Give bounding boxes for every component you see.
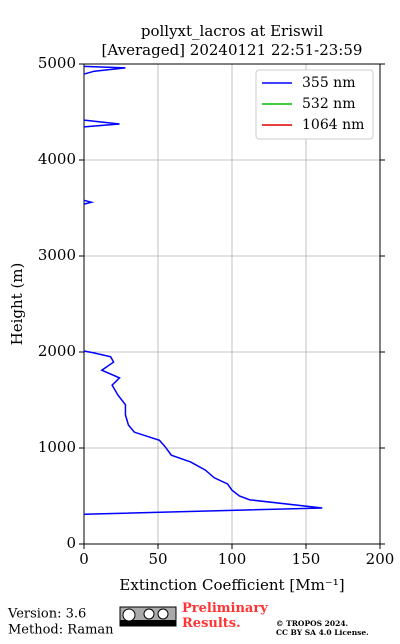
y-tick-label: 3000	[38, 246, 76, 264]
notice: Preliminary Results.	[182, 601, 268, 631]
y-axis-label: Height (m)	[8, 263, 26, 346]
legend-label: 532 nm	[302, 96, 355, 112]
legend-label: 355 nm	[302, 75, 355, 91]
legend-box	[255, 69, 374, 140]
y-tick-label: 1000	[38, 438, 76, 456]
chart-title: pollyxt_lacros at Eriswil	[141, 22, 323, 40]
x-tick-label: 0	[79, 550, 89, 568]
copyright: © TROPOS 2024.	[276, 619, 348, 628]
plot-frame	[83, 63, 381, 545]
profile-line	[83, 65, 323, 515]
license: CC BY SA 4.0 License.	[276, 628, 369, 637]
x-tick-label: 150	[292, 550, 321, 568]
x-tick-label: 100	[218, 550, 247, 568]
cc-logo	[119, 606, 177, 627]
legend-label: 1064 nm	[302, 117, 364, 133]
method: Method: Raman	[8, 623, 114, 638]
y-tick-label: 4000	[38, 150, 76, 168]
notice-box: Preliminary Results.	[182, 601, 268, 631]
y-tick-label: 0	[66, 534, 76, 552]
chart-subtitle: [Averaged] 20240121 22:51-23:59	[102, 41, 363, 59]
x-tick-label: 200	[366, 550, 395, 568]
version: Version: 3.6	[7, 607, 86, 622]
y-tick-label: 5000	[38, 54, 76, 72]
y-tick-label: 2000	[38, 342, 76, 360]
x-axis-label: Extinction Coefficient [Mm⁻¹]	[119, 576, 344, 594]
x-tick-label: 50	[148, 550, 167, 568]
